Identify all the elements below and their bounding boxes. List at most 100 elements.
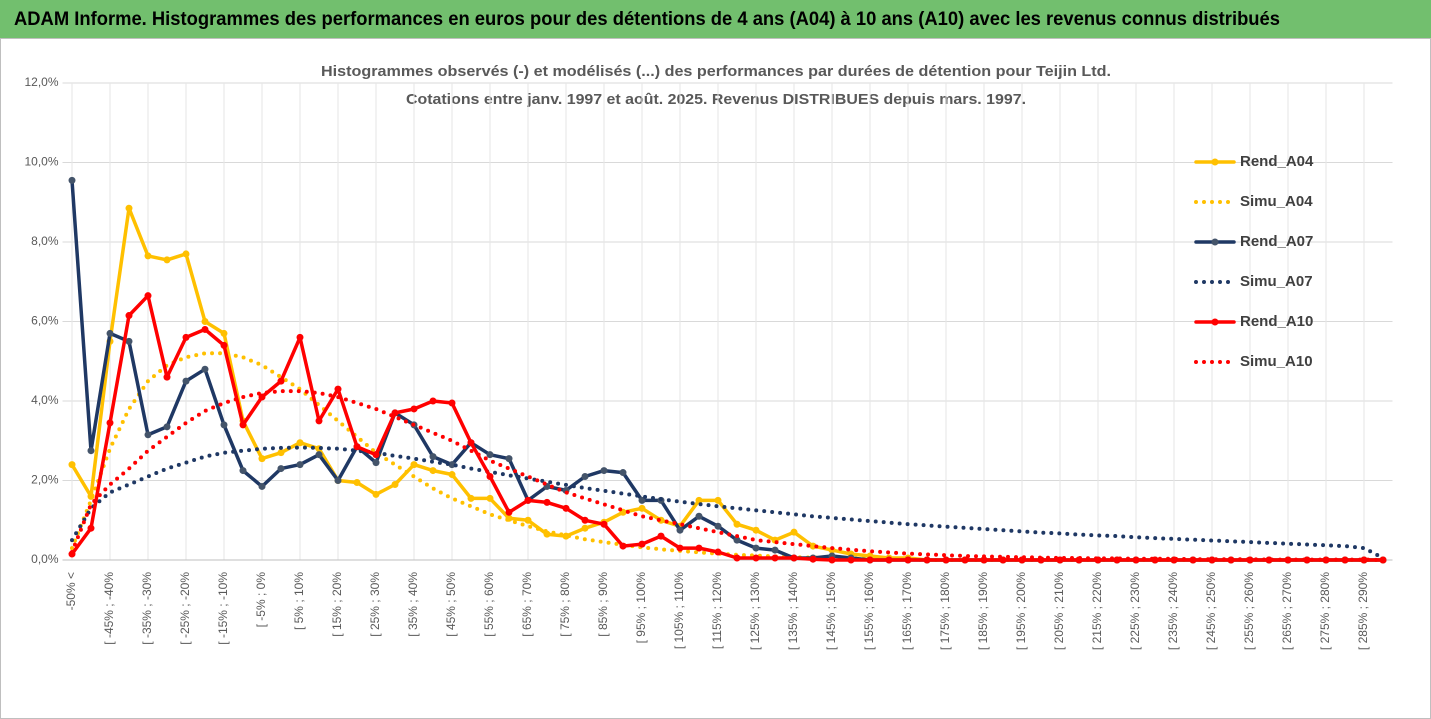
x-tick-label: [ 5% ; 10% <box>292 572 306 630</box>
series-marker <box>809 542 817 550</box>
series-marker <box>942 556 950 564</box>
series-marker <box>771 554 779 562</box>
series-marker <box>182 333 190 341</box>
series-marker <box>771 546 779 554</box>
x-tick-label: [ 275% ; 280% <box>1318 572 1332 650</box>
series-line <box>70 445 1385 560</box>
series-marker <box>372 490 380 498</box>
series-marker <box>847 556 855 564</box>
series-marker <box>201 318 209 325</box>
x-tick-label: [ 115% ; 120% <box>710 572 724 649</box>
series-marker <box>790 554 798 562</box>
series-marker <box>144 252 152 260</box>
series-marker <box>239 467 247 475</box>
series-marker <box>866 556 874 564</box>
series-marker <box>505 508 513 516</box>
x-tick-label: [ 65% ; 70% <box>520 572 534 637</box>
series-marker <box>87 524 95 532</box>
series-marker <box>752 544 760 552</box>
series-marker <box>714 496 722 504</box>
series-marker <box>125 312 133 320</box>
x-tick-label: [ 145% ; 150% <box>824 572 838 650</box>
series-marker <box>562 504 570 512</box>
x-tick-label: [ 105% ; 110% <box>672 572 686 649</box>
x-tick-label: [ 95% ; 100% <box>634 572 648 644</box>
series-marker <box>676 544 684 552</box>
series-marker <box>258 455 266 463</box>
series-marker <box>106 419 114 427</box>
series-marker <box>524 496 532 504</box>
series-marker <box>277 377 285 385</box>
series-marker <box>410 461 418 469</box>
series-marker <box>581 524 589 532</box>
series-marker <box>904 556 912 564</box>
x-tick-label: [ 245% ; 250% <box>1204 572 1218 650</box>
series-marker <box>239 421 247 429</box>
series-marker <box>68 461 76 469</box>
x-tick-label: [ -15% ; -10% <box>216 572 230 645</box>
series-marker <box>296 439 304 447</box>
series-marker <box>752 554 760 562</box>
series-line <box>70 389 1385 562</box>
series-marker <box>182 250 190 258</box>
x-tick-label: [ 35% ; 40% <box>406 572 420 637</box>
series-marker <box>790 528 798 536</box>
series-marker <box>752 526 760 534</box>
series-marker <box>429 453 437 461</box>
y-tick-label: 6,0% <box>31 314 59 328</box>
series-marker <box>334 477 342 484</box>
series-marker <box>429 397 437 405</box>
series-marker <box>144 292 152 300</box>
series-marker <box>391 409 399 417</box>
series-marker <box>353 443 361 451</box>
series-marker <box>220 341 228 349</box>
x-tick-label: [ 155% ; 160% <box>862 572 876 650</box>
series-marker <box>163 423 171 431</box>
series-marker <box>1056 556 1064 564</box>
series-marker <box>448 471 456 479</box>
series-marker <box>961 556 969 564</box>
x-tick-label: [ 225% ; 230% <box>1128 572 1142 650</box>
series-marker <box>125 337 133 345</box>
chart-title: ADAM Informe. Histogrammes des performan… <box>14 9 1280 30</box>
series-marker <box>429 467 437 475</box>
series-marker <box>638 504 646 512</box>
series-marker <box>486 451 494 459</box>
series-marker <box>277 449 285 457</box>
series-marker <box>581 473 589 481</box>
series-marker <box>695 496 703 504</box>
series-marker <box>1208 556 1216 564</box>
series-marker <box>467 494 475 502</box>
series-marker <box>714 522 722 530</box>
x-tick-label: [ 45% ; 50% <box>444 572 458 637</box>
series-marker <box>619 469 627 477</box>
series-marker <box>600 520 608 528</box>
series-marker <box>372 459 380 467</box>
series-marker <box>600 467 608 475</box>
series-marker <box>163 256 171 264</box>
series-marker <box>695 512 703 520</box>
x-tick-label: [ 15% ; 20% <box>330 572 344 637</box>
series-marker <box>125 204 133 212</box>
series-marker <box>220 329 228 337</box>
series-marker <box>695 544 703 552</box>
x-tick-label: [ 265% ; 270% <box>1280 572 1294 650</box>
y-tick-label: 8,0% <box>31 234 59 248</box>
series-marker <box>258 393 266 401</box>
x-tick-label: [ 175% ; 180% <box>938 572 952 650</box>
x-tick-label: [ -35% ; -30% <box>140 572 154 645</box>
series-marker <box>448 399 456 407</box>
series-marker <box>676 526 684 534</box>
chart-subtitle: Histogrammes observés (-) et modélisés (… <box>321 63 1111 80</box>
series-marker <box>619 542 627 550</box>
series-marker <box>410 405 418 413</box>
x-tick-label: [ 235% ; 240% <box>1166 572 1180 650</box>
series-marker <box>106 329 114 337</box>
x-tick-label: [ 135% ; 140% <box>786 572 800 650</box>
series-marker <box>220 421 228 429</box>
legend-label: Simu_A07 <box>1240 273 1313 290</box>
series-marker <box>296 333 304 341</box>
x-tick-label: [ 125% ; 130% <box>748 572 762 650</box>
series-marker <box>486 473 494 481</box>
